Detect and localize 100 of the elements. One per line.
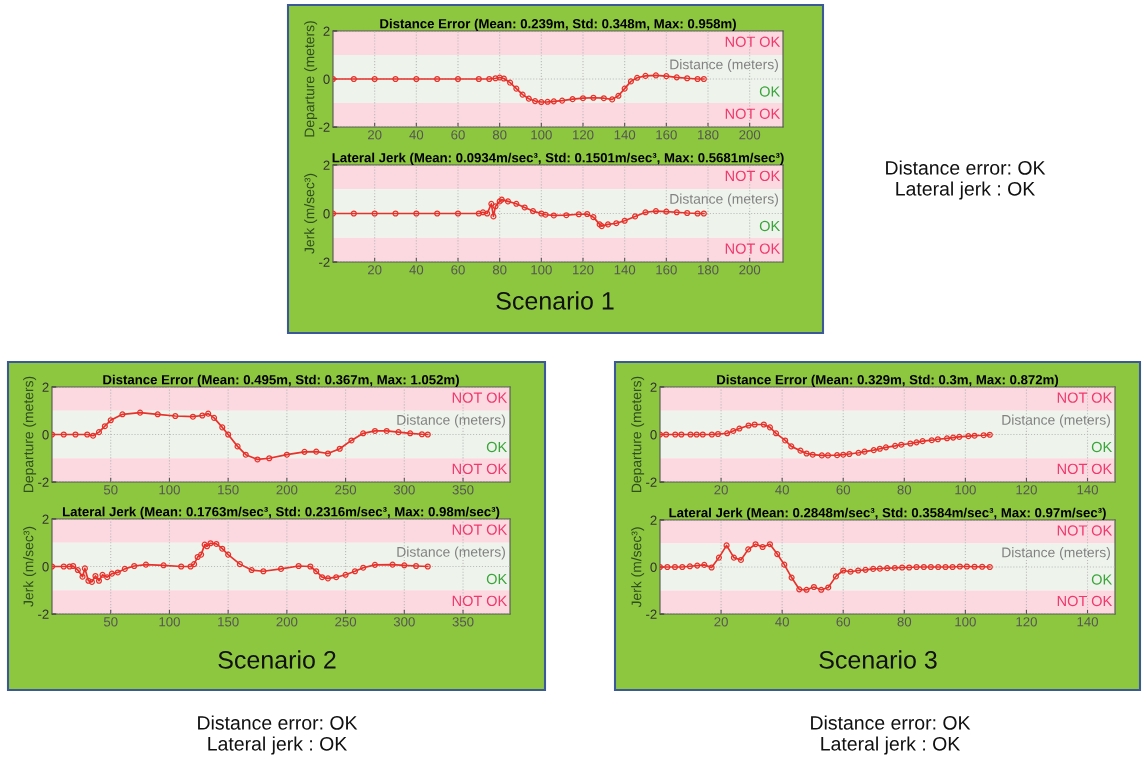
point [507, 79, 514, 86]
point [971, 563, 978, 570]
point [95, 429, 103, 436]
point [928, 437, 935, 444]
point [532, 98, 539, 105]
band-label: OK [759, 220, 781, 232]
point [225, 551, 232, 558]
point [333, 574, 340, 581]
point [942, 563, 949, 571]
x-tick-label: 80 [492, 130, 507, 140]
x-tick-label: 20 [367, 265, 382, 275]
band-label: NOT OK [725, 108, 781, 119]
x-tick-label: 100 [531, 130, 552, 140]
point [730, 554, 737, 561]
point [60, 431, 67, 438]
point [104, 574, 111, 581]
band-label: NOT OK [452, 524, 508, 535]
point [724, 430, 731, 437]
point [663, 73, 670, 80]
x-axis-title: Distance (meters) [1002, 547, 1110, 561]
x-tick-label: 200 [276, 485, 298, 495]
y-axis-title: Jerk (m/sec³) [23, 526, 37, 607]
chart-title: Distance Error (Mean: 0.329m, Std: 0.3m, Max: 0.872m) [717, 374, 1059, 387]
point [101, 423, 108, 430]
chart-title: Lateral Jerk (Mean: 0.0934m/sec³, Std: 0.1501m/sec³, Max: 0.5681m/sec³) [332, 152, 784, 165]
point [818, 452, 825, 459]
point [679, 563, 686, 571]
x-tick-label: 160 [656, 130, 677, 140]
point [730, 427, 737, 434]
point [454, 210, 462, 217]
point [348, 437, 355, 444]
point [383, 427, 390, 434]
x-tick-label: 300 [393, 617, 415, 627]
point [870, 447, 877, 454]
point [892, 442, 899, 449]
point [137, 409, 144, 416]
point [234, 443, 241, 450]
x-tick-label: 160 [656, 265, 677, 275]
x-axis-title: Distance (meters) [397, 546, 505, 560]
point [519, 91, 526, 98]
x-axis-title: Distance (meters) [1002, 414, 1110, 428]
x-tick-label: 350 [452, 617, 474, 627]
x-tick-label: 100 [159, 617, 180, 627]
point [266, 455, 273, 462]
point [371, 210, 378, 217]
point [213, 540, 220, 547]
line-series [660, 421, 993, 459]
x-tick-label: 200 [739, 265, 761, 275]
y-tick-label: 2 [650, 382, 657, 392]
band-label: NOT OK [725, 36, 781, 47]
point [525, 95, 532, 102]
x-tick-label: 80 [492, 265, 507, 275]
point [840, 451, 847, 458]
point [870, 565, 877, 572]
point [678, 431, 685, 438]
band-label: OK [486, 573, 508, 585]
point [615, 92, 622, 99]
point [876, 445, 883, 452]
point [882, 444, 890, 451]
point [919, 438, 926, 445]
point [810, 583, 817, 591]
point [191, 561, 198, 568]
point [772, 430, 780, 437]
point [198, 551, 205, 558]
point [809, 451, 816, 458]
point [693, 431, 700, 438]
point [412, 562, 420, 570]
point [121, 565, 128, 572]
point [934, 436, 941, 443]
point [751, 421, 758, 428]
point [652, 72, 659, 79]
y-tick-label: 0 [323, 74, 330, 84]
chart-title: Lateral Jerk (Mean: 0.1763m/sec³, Std: 0.2316m/sec³, Max: 0.98m/sec³) [62, 506, 500, 519]
band-label: OK [1091, 441, 1113, 453]
y-axis-title: Jerk (m/sec³) [631, 527, 645, 608]
point [205, 410, 212, 417]
text: Distance error: OK Lateral jerk : OK [811, 715, 971, 755]
point [609, 96, 616, 103]
x-tick-label: 40 [775, 485, 789, 495]
x-tick-label: 180 [698, 265, 719, 275]
point [81, 565, 88, 572]
point [504, 198, 512, 205]
text: Scenario 1 [496, 291, 614, 310]
chart-title: Lateral Jerk (Mean: 0.2848m/sec³, Std: 0.3584m/sec³, Max: 0.97m/sec³) [669, 507, 1106, 520]
x-tick-label: 60 [451, 130, 465, 140]
point [236, 561, 243, 568]
point [832, 573, 839, 580]
point [172, 412, 179, 420]
point [254, 456, 261, 463]
point [486, 75, 493, 83]
point [529, 208, 537, 215]
point [160, 562, 167, 569]
point [950, 434, 957, 441]
point [590, 94, 597, 101]
point [752, 541, 759, 548]
x-tick-label: 60 [836, 485, 851, 495]
point [336, 445, 343, 452]
x-tick-label: 60 [836, 617, 851, 627]
point [621, 217, 628, 224]
x-tick-label: 50 [103, 617, 118, 627]
